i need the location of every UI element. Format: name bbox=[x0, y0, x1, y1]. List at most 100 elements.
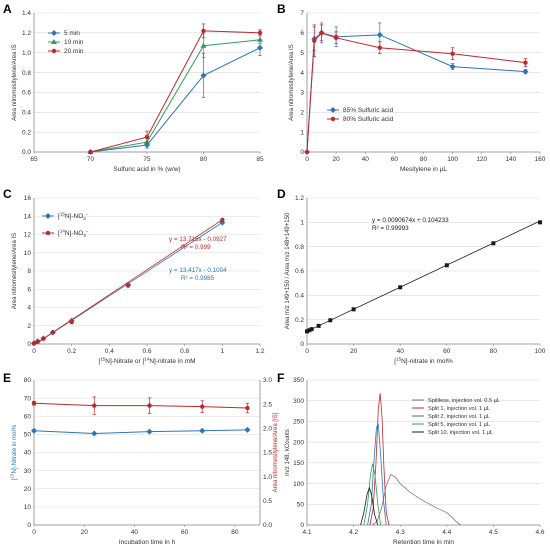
series-5-min bbox=[87, 39, 263, 155]
y-tick-label: 40 bbox=[24, 450, 32, 457]
y-tick-label: 250 bbox=[293, 419, 304, 426]
x-axis-label: [15N]-Nitrate or [14N]-nitrate in mM bbox=[98, 357, 195, 366]
y-tick-label: 50 bbox=[24, 432, 32, 439]
y2-tick-label: 0.5 bbox=[263, 498, 272, 505]
y-tick-label: 0.6 bbox=[22, 90, 31, 97]
y2-tick-label: 2.0 bbox=[263, 426, 272, 433]
series-85-sulfuric-acid bbox=[304, 22, 529, 155]
panel-letter: F bbox=[277, 371, 284, 385]
panel-letter: E bbox=[3, 371, 11, 385]
x-tick-label: 0.4 bbox=[105, 348, 114, 355]
series-data-0 bbox=[305, 220, 542, 334]
series-line bbox=[369, 393, 390, 526]
x-tick-label: 60 bbox=[181, 529, 189, 536]
y-tick-label: 60 bbox=[24, 413, 32, 420]
legend-label: 20 min bbox=[64, 48, 84, 55]
data-point bbox=[31, 401, 37, 406]
data-point bbox=[199, 427, 206, 434]
data-point bbox=[92, 403, 97, 408]
y-tick-label: 1 bbox=[300, 220, 304, 227]
y-tick-label: 0 bbox=[27, 522, 31, 529]
legend-label: Split 5, injection vol. 1 µL bbox=[428, 422, 490, 428]
legend-marker bbox=[330, 107, 336, 113]
data-point bbox=[377, 45, 383, 50]
y2-tick-label: 3.0 bbox=[263, 377, 272, 384]
data-point bbox=[449, 63, 456, 70]
y-axis-label: Area nitromesitylene/Area IS bbox=[289, 44, 295, 120]
y-axis-label: m/z 148, kCounts bbox=[285, 429, 291, 476]
y2-tick-label: 1.0 bbox=[263, 474, 272, 481]
data-point bbox=[220, 217, 225, 223]
data-point bbox=[376, 31, 383, 38]
y2-tick-label: 2.5 bbox=[263, 401, 272, 408]
data-point bbox=[328, 318, 333, 323]
y-axis-label: Area nitromesitylene/Area IS bbox=[12, 233, 18, 309]
x-tick-label: 85 bbox=[256, 156, 264, 163]
y-tick-label: 1.0 bbox=[22, 50, 31, 57]
data-point bbox=[309, 327, 314, 332]
data-point bbox=[69, 319, 74, 325]
series-20-min bbox=[88, 23, 263, 155]
y-tick-label: 0.8 bbox=[22, 70, 31, 77]
y-tick-label: 1 bbox=[300, 129, 304, 136]
series-split-5-injection-vol-1-l bbox=[363, 463, 382, 526]
x-tick-label: 0 bbox=[32, 348, 36, 355]
data-point bbox=[31, 341, 37, 346]
series-10-min bbox=[87, 33, 263, 154]
x-tick-label: 0.6 bbox=[142, 348, 151, 355]
y-tick-label: 80 bbox=[24, 377, 32, 384]
y-tick-label: 0.2 bbox=[295, 317, 304, 324]
y-tick-label: 30 bbox=[24, 468, 32, 475]
series-line bbox=[33, 429, 248, 434]
y-tick-label: 14 bbox=[24, 213, 32, 220]
data-point bbox=[144, 134, 150, 140]
x-tick-label: 80 bbox=[490, 348, 498, 355]
data-point bbox=[147, 403, 152, 408]
x-tick-label: 1.2 bbox=[255, 348, 264, 355]
data-point bbox=[50, 329, 56, 335]
data-point bbox=[444, 263, 449, 268]
y-tick-label: 0.0 bbox=[22, 149, 31, 156]
series-data-0 bbox=[31, 426, 251, 437]
x-tick-label: 80 bbox=[200, 156, 208, 163]
legend-label: [14N]-NO3− bbox=[58, 229, 89, 238]
data-point bbox=[146, 428, 153, 435]
data-point bbox=[522, 68, 529, 75]
x-axis-label: Retention time in min bbox=[393, 539, 454, 546]
x-tick-label: 40 bbox=[362, 156, 370, 163]
data-point bbox=[523, 60, 528, 65]
x-tick-label: 65 bbox=[30, 156, 38, 163]
r-squared-label: R² = 0.99993 bbox=[372, 225, 409, 232]
data-point bbox=[41, 336, 46, 341]
data-point bbox=[450, 51, 455, 56]
series-14n-no3 bbox=[31, 217, 225, 346]
equation-label: y = 13.715x - 0.0927 bbox=[169, 236, 227, 243]
panel-a: A 65 70 75 80 85 0.0 0.2 0.4 0.6 0.8 1.0 1.2 1.4 Sulfu… bbox=[3, 2, 264, 173]
y-tick-label: 0.4 bbox=[22, 109, 31, 116]
data-point bbox=[125, 283, 131, 288]
legend: Splitless, injection vol. 0.5 µL Split 1,… bbox=[412, 398, 500, 436]
legend-label: 5 min bbox=[64, 30, 80, 37]
y-tick-label: 300 bbox=[293, 398, 304, 405]
equation-label: y = 0.0090674x + 0.104233 bbox=[372, 217, 449, 224]
data-point bbox=[491, 241, 496, 246]
data-point bbox=[257, 36, 263, 42]
series-split-10-injection-vol-1-l bbox=[360, 486, 379, 526]
legend: 85% Sulfuric acid 80% Sulfuric acid bbox=[327, 107, 394, 123]
y-tick-label: 0 bbox=[300, 341, 304, 348]
series-line bbox=[363, 463, 382, 526]
x-tick-label: 40 bbox=[131, 529, 139, 536]
legend-marker bbox=[330, 116, 336, 122]
data-point bbox=[91, 430, 98, 437]
x-tick-label: 4.4 bbox=[442, 529, 451, 536]
data-point bbox=[398, 285, 403, 290]
x-tick-label: 4.2 bbox=[349, 529, 358, 536]
x-tick-label: 80 bbox=[420, 156, 428, 163]
data-point bbox=[319, 30, 324, 36]
data-point bbox=[307, 328, 312, 333]
data-point bbox=[538, 220, 542, 225]
legend-marker bbox=[51, 39, 57, 44]
x-tick-label: 160 bbox=[535, 156, 546, 163]
series-data-1 bbox=[31, 396, 250, 415]
legend: [15N]-NO3− [14N]-NO3− bbox=[42, 212, 89, 238]
